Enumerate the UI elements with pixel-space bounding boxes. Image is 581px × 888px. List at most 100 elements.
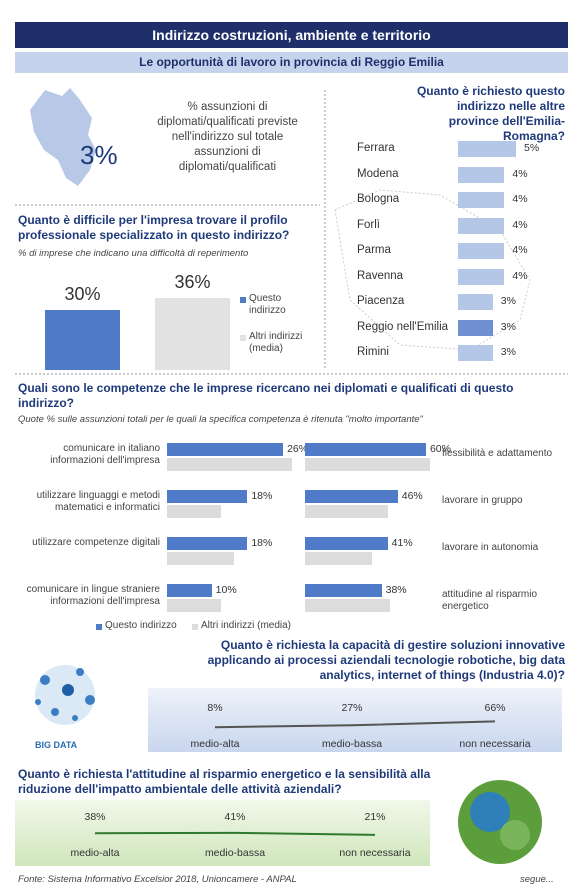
province-value: 3%	[500, 320, 516, 333]
bar-value: 38%	[385, 584, 407, 596]
provinces-title: Quanto è richiesto questo indirizzo nell…	[416, 84, 565, 143]
bar-altri	[305, 552, 372, 565]
legend-swatch	[96, 624, 102, 630]
bar-value: 18%	[251, 537, 273, 549]
bar-value: 60%	[429, 443, 451, 455]
province-label: Bologna	[357, 193, 400, 205]
bar-questo	[167, 584, 212, 597]
difficulty-subtitle: % di imprese che indicano una difficoltà…	[18, 248, 249, 259]
competences-subtitle: Quote % sulle assunzioni totali per le q…	[18, 414, 423, 425]
province-value: 4%	[512, 269, 528, 282]
legend-label: Questo indirizzo	[105, 620, 177, 631]
difficulty-title: Quanto è difficile per l'impresa trovare…	[18, 213, 290, 242]
level-value: 21%	[364, 811, 386, 823]
province-label: Modena	[357, 167, 399, 180]
competence-label: lavorare in gruppo	[442, 495, 523, 506]
province-bar	[458, 345, 493, 361]
province-bar	[458, 319, 493, 336]
legend-swatch	[240, 297, 246, 303]
level-category: medio-alta	[70, 847, 120, 859]
competence-label: attitudine al risparmio energetico	[442, 589, 538, 612]
bar-altri	[167, 458, 292, 471]
bar-value: 26%	[287, 443, 309, 455]
level-value: 8%	[207, 702, 223, 714]
legend-label: Altri indirizzi (media)	[249, 331, 303, 354]
level-category: medio-bassa	[321, 738, 383, 750]
competence-label: flessibilità e adattamento	[442, 448, 553, 459]
bar-questo	[167, 443, 284, 456]
province-label: Piacenza	[357, 295, 405, 307]
bar-altri	[305, 505, 388, 518]
bar-questo	[305, 490, 398, 503]
province-bar	[458, 294, 493, 310]
province-label: Ferrara	[357, 142, 395, 154]
difficulty-value: 30%	[64, 284, 101, 304]
level-value: 38%	[84, 811, 106, 823]
level-category: non necessaria	[339, 847, 411, 859]
province-bar	[458, 141, 516, 157]
bar-questo	[167, 490, 248, 503]
province-label: Rimini	[357, 346, 389, 358]
bar-altri	[305, 458, 430, 471]
difficulty-value: 36%	[174, 272, 211, 292]
level-line	[214, 720, 496, 729]
level-value: 27%	[341, 702, 363, 714]
province-bar	[458, 268, 505, 285]
bar-altri	[305, 599, 390, 612]
legend-swatch	[192, 624, 198, 630]
competence-label: utilizzare competenze digitali	[32, 537, 160, 548]
title: Indirizzo costruzioni, ambiente e territ…	[152, 27, 431, 43]
share-value: 3%	[80, 140, 118, 170]
province-label: Reggio nell'Emilia	[357, 320, 449, 333]
level-category: non necessaria	[459, 738, 531, 750]
province-bar	[458, 217, 505, 234]
legend-swatch	[240, 335, 246, 341]
level-category: medio-bassa	[204, 847, 266, 859]
province-label: Forlì	[357, 218, 380, 231]
province-value: 5%	[524, 142, 540, 154]
source: Fonte: Sistema Informativo Excelsior 201…	[18, 874, 297, 885]
competence-label: lavorare in autonomia	[442, 542, 539, 553]
province-bar	[458, 192, 505, 208]
bar-value: 18%	[251, 490, 273, 502]
bar-questo	[167, 537, 248, 550]
difficulty-bar	[155, 298, 230, 370]
province-label: Parma	[357, 244, 391, 256]
province-value: 3%	[500, 295, 516, 307]
bar-altri	[167, 552, 234, 565]
bar-questo	[305, 584, 382, 597]
share-text: % assunzioni di diplomati/qualificati pr…	[157, 101, 298, 173]
bar-questo	[305, 537, 388, 550]
province-value: 4%	[512, 193, 528, 205]
competence-label: utilizzare linguaggi e metodi matematici…	[36, 490, 160, 513]
legend-label: Questo indirizzo	[249, 293, 286, 316]
subtitle: Le opportunità di lavoro in provincia di…	[139, 55, 444, 69]
province-label: Ravenna	[357, 269, 404, 282]
bar-altri	[167, 505, 221, 518]
bar-altri	[167, 599, 221, 612]
province-value: 4%	[512, 218, 528, 231]
competences-title: Quali sono le competenze che le imprese …	[18, 381, 514, 410]
legend-label: Altri indirizzi (media)	[201, 620, 292, 631]
competence-label: comunicare in italiano informazioni dell…	[50, 443, 160, 466]
bar-value: 46%	[401, 490, 423, 502]
level-line	[94, 831, 376, 836]
innovation-title: Quanto è richiesta la capacità di gestir…	[207, 638, 565, 682]
bar-value: 41%	[391, 537, 413, 549]
province-bar	[458, 166, 505, 183]
energy-title: Quanto è richiesta l'attitudine al rispa…	[18, 767, 431, 796]
province-bar	[458, 243, 505, 259]
level-value: 41%	[224, 811, 246, 823]
next: segue...	[520, 874, 554, 885]
bar-value: 10%	[215, 584, 237, 596]
province-value: 4%	[512, 167, 528, 180]
bar-questo	[305, 443, 426, 456]
province-value: 4%	[512, 244, 528, 256]
competence-label: comunicare in lingue straniere informazi…	[26, 584, 160, 607]
level-category: medio-alta	[190, 738, 240, 750]
difficulty-bar	[45, 310, 120, 370]
image-label: BIG DATA	[35, 740, 78, 750]
level-value: 66%	[484, 702, 506, 714]
